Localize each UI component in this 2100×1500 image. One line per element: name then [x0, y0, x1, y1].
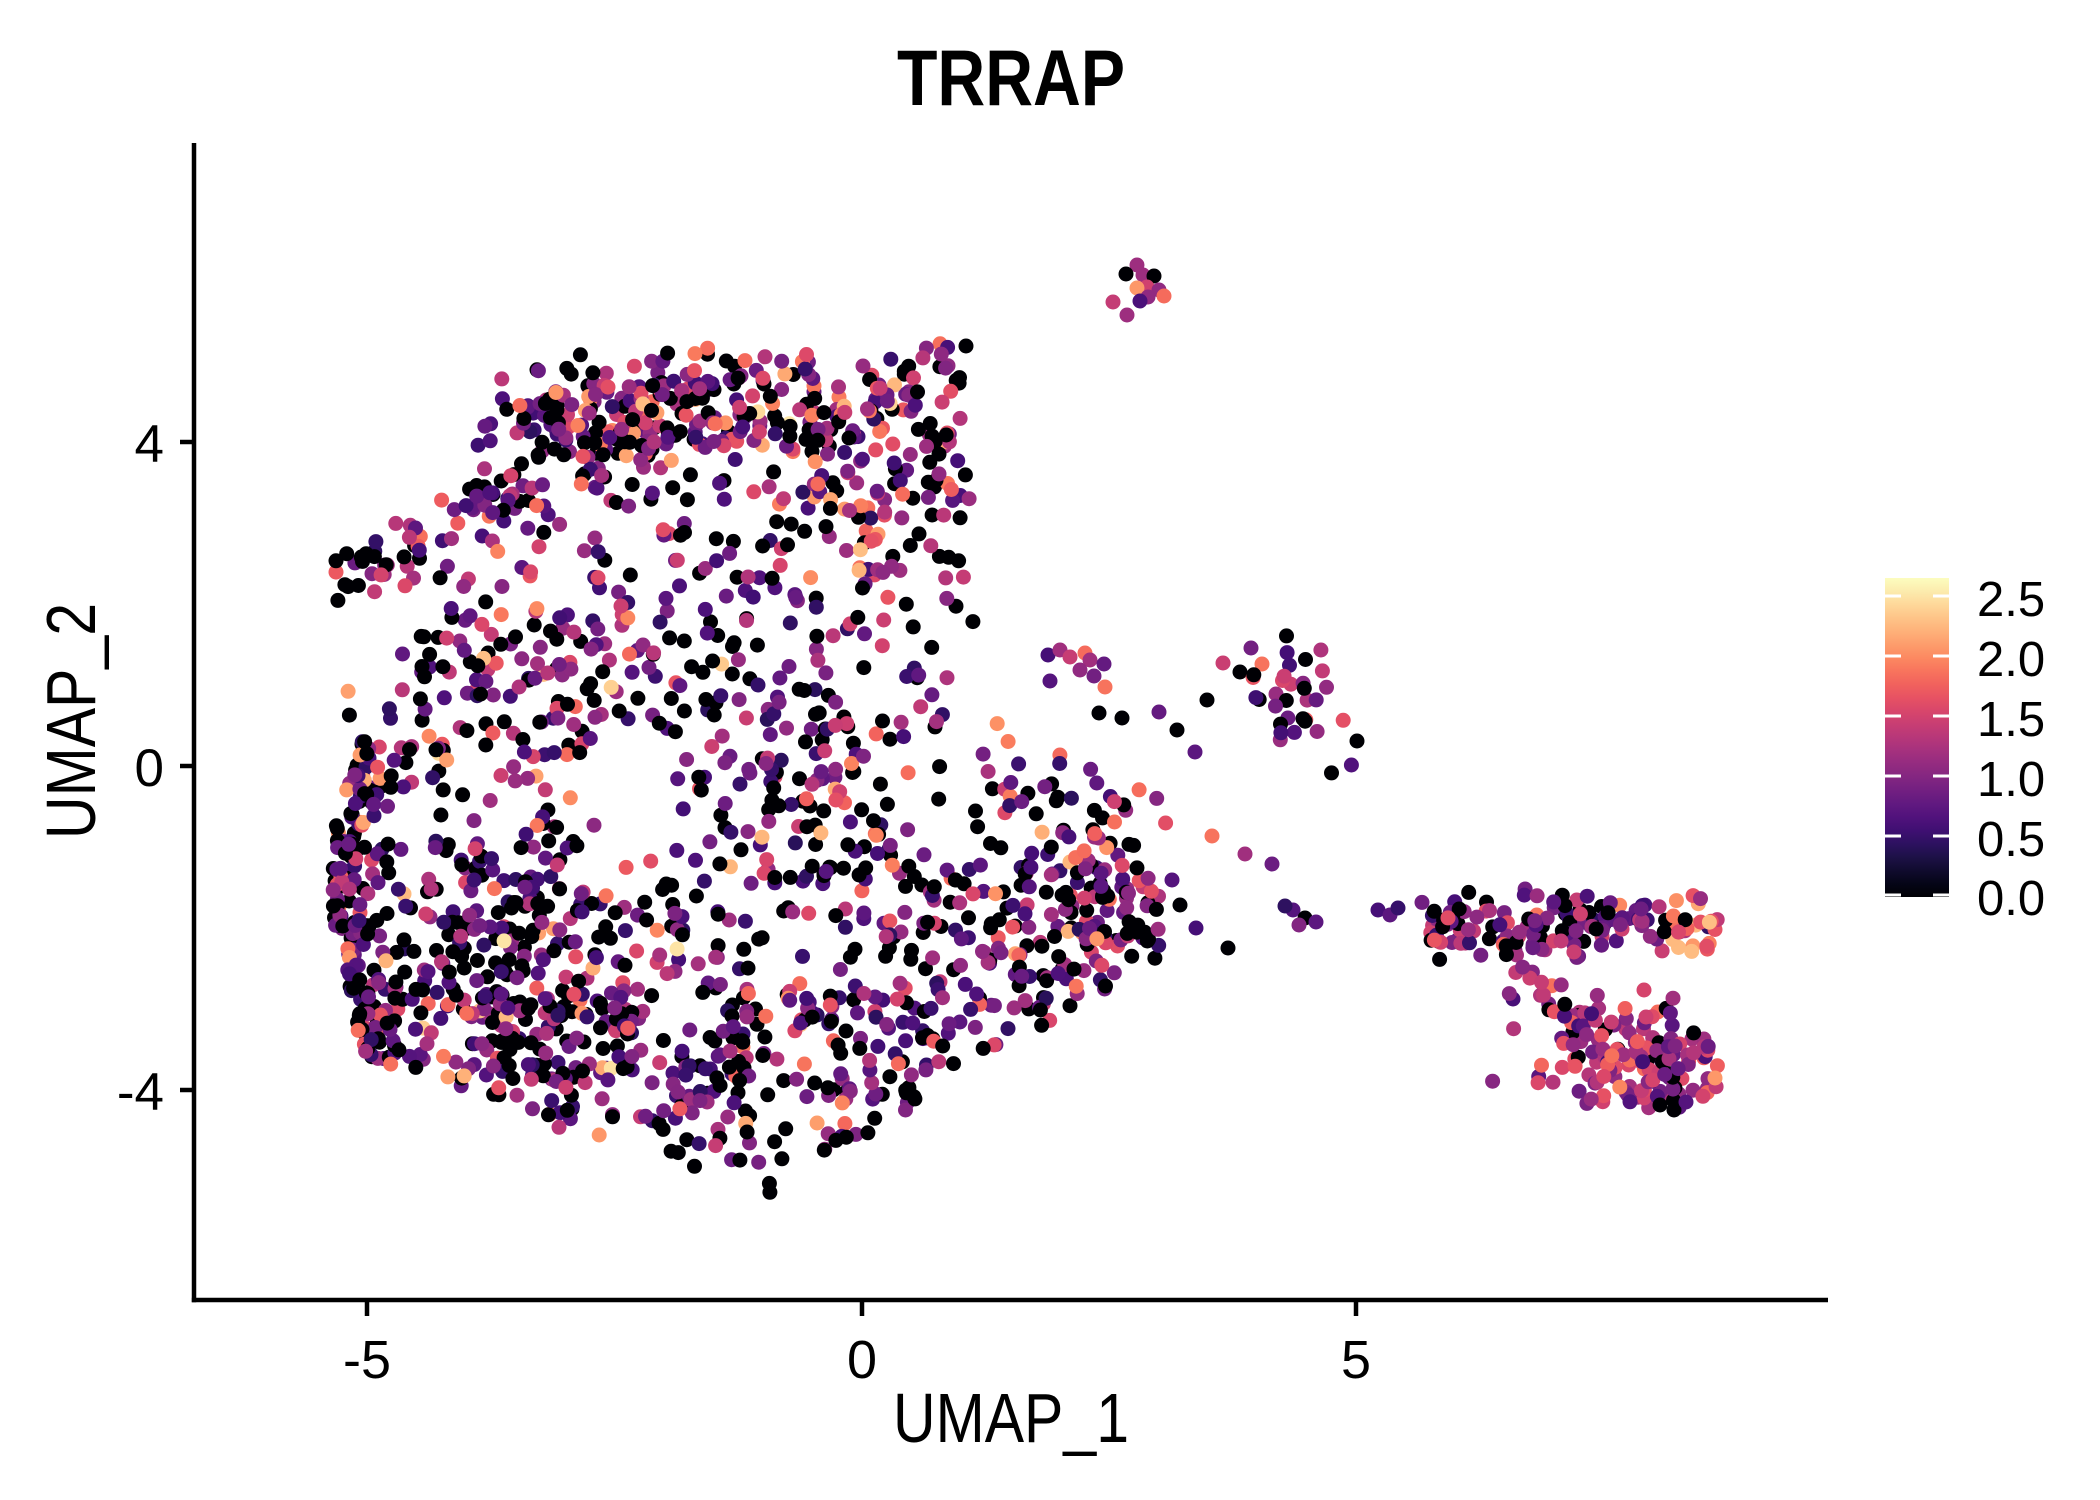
svg-text:-4: -4	[117, 1063, 164, 1122]
svg-text:0.0: 0.0	[1977, 872, 2045, 926]
svg-text:5: 5	[1341, 1330, 1371, 1390]
svg-text:0: 0	[135, 739, 164, 798]
svg-text:0: 0	[847, 1330, 877, 1390]
svg-text:1.0: 1.0	[1977, 753, 2045, 807]
svg-text:4: 4	[135, 415, 164, 474]
svg-text:UMAP_2: UMAP_2	[32, 603, 110, 839]
svg-text:2.5: 2.5	[1977, 573, 2045, 627]
svg-text:TRRAP: TRRAP	[897, 33, 1125, 122]
svg-text:2.0: 2.0	[1977, 633, 2045, 687]
svg-text:0.5: 0.5	[1977, 813, 2045, 867]
svg-text:1.5: 1.5	[1977, 693, 2045, 747]
svg-text:UMAP_1: UMAP_1	[893, 1379, 1129, 1457]
svg-text:-5: -5	[343, 1330, 391, 1390]
